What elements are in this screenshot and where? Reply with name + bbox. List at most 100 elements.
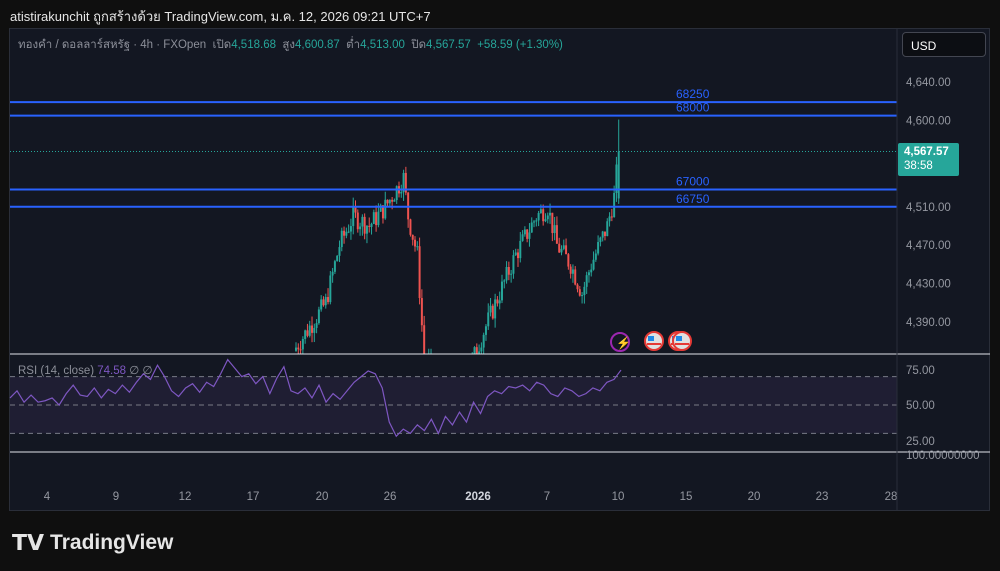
candle-body — [585, 275, 588, 287]
candle-body — [345, 231, 348, 236]
open-label: เปิด — [212, 39, 232, 51]
candle-body — [327, 297, 330, 303]
candle-body — [409, 219, 412, 235]
rsi-line — [9, 358, 622, 438]
time-tick-label: 10 — [612, 491, 625, 503]
candle-body — [576, 284, 579, 290]
time-tick-label: 7 — [544, 491, 550, 503]
candle-body — [578, 289, 581, 296]
candle-body — [295, 347, 297, 351]
candle-body — [428, 358, 430, 364]
candle-body — [381, 205, 384, 219]
candle-body — [613, 192, 616, 218]
candle-body — [615, 164, 618, 193]
candle-body — [503, 280, 506, 282]
candle-body — [583, 286, 586, 296]
candle-body — [533, 221, 536, 223]
candle-body — [418, 246, 421, 299]
candle-body — [581, 295, 584, 297]
high-value: 4,600.87 — [295, 39, 340, 51]
candle-body — [393, 200, 396, 202]
candle-body — [473, 347, 476, 354]
candle-body — [560, 248, 563, 253]
rsi-overflow-label: 100.00000000 — [906, 450, 980, 462]
candle-body — [361, 216, 364, 227]
rsi-axis-label: 50.00 — [906, 400, 935, 412]
candle-body — [551, 212, 554, 234]
candle-body — [400, 191, 403, 194]
candle-body — [494, 299, 497, 319]
time-tick-label: 15 — [680, 491, 693, 503]
price-tick-label: 4,510.00 — [906, 202, 951, 214]
candle-body — [610, 216, 613, 218]
bar-countdown: 38:58 — [904, 160, 933, 172]
candle-body — [451, 365, 453, 373]
candle-body — [528, 232, 531, 239]
horizontal-line-label: 67000 — [676, 175, 710, 189]
candle-body — [590, 269, 593, 273]
candle-body — [372, 212, 375, 224]
candle-body — [306, 330, 309, 336]
candle-body — [569, 266, 572, 274]
candle-body — [430, 355, 432, 358]
candle-body — [555, 225, 558, 244]
candle-body — [322, 299, 325, 306]
candle-body — [324, 297, 327, 306]
candle-body — [535, 220, 538, 222]
symbol-legend: ทองคำ / ดอลลาร์สหรัฐ · 4h · FXOpen เปิด4… — [18, 36, 563, 54]
candle-body — [301, 338, 304, 350]
rsi-extra: ∅ ∅ — [129, 365, 153, 377]
horizontal-line-label: 66750 — [676, 192, 710, 206]
candle-body — [349, 226, 352, 232]
candle-body — [526, 229, 529, 239]
current-price: 4,567.57 — [904, 146, 949, 158]
candle-body — [304, 330, 307, 339]
candle-body — [395, 186, 398, 201]
candle-body — [435, 367, 437, 368]
candle-body — [356, 212, 359, 230]
candle-body — [375, 212, 378, 226]
candle-body — [537, 213, 540, 221]
candle-body — [521, 234, 524, 241]
candle-body — [601, 231, 604, 238]
candle-body — [500, 281, 503, 301]
candle-body — [354, 206, 357, 213]
candle-body — [331, 271, 334, 276]
candle-body — [425, 361, 427, 364]
rsi-value: 74.58 — [97, 365, 127, 377]
candle-body — [603, 231, 606, 237]
change-value: +58.59 (+1.30%) — [477, 39, 563, 51]
candle-body — [562, 245, 565, 249]
time-tick-label: 12 — [179, 491, 192, 503]
lightning-glyph: ⚡ — [616, 336, 631, 350]
candle-body — [599, 237, 602, 243]
candle-body — [558, 243, 561, 253]
time-tick-label: 17 — [247, 491, 260, 503]
currency-button[interactable]: USD — [902, 32, 986, 57]
candle-body — [594, 253, 597, 260]
candle-body — [379, 205, 382, 212]
candle-body — [432, 355, 434, 368]
candle-body — [453, 365, 455, 378]
lightning-event-icon — [610, 332, 630, 352]
brand-name: TradingView — [50, 531, 174, 554]
candle-body — [308, 325, 311, 336]
candle-body — [507, 266, 510, 275]
candle-body — [402, 172, 405, 192]
candle-body — [411, 234, 414, 240]
time-tick-label: 20 — [748, 491, 761, 503]
candle-body — [423, 325, 426, 354]
candle-body — [489, 305, 492, 313]
time-tick-label: 28 — [885, 491, 898, 503]
candle-body — [546, 215, 549, 220]
candle-body — [549, 212, 552, 216]
chart-title: atistirakunchit ถูกสร้างด้วย TradingView… — [10, 9, 431, 24]
candle-body — [478, 351, 481, 354]
candle-body — [446, 362, 448, 369]
candle-body — [539, 209, 542, 214]
price-tick-label: 4,600.00 — [906, 115, 951, 127]
candle-body — [475, 347, 478, 354]
time-tick-label: 4 — [44, 491, 51, 503]
rsi-label: RSI (14, close) — [18, 365, 95, 377]
